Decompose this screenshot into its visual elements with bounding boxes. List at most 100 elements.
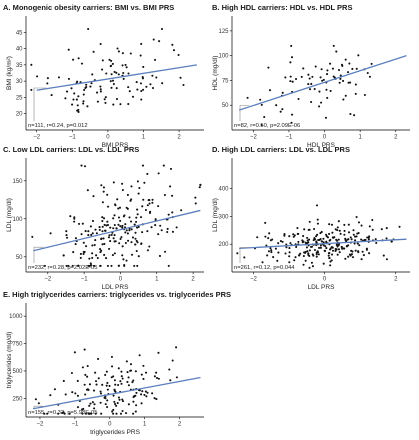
data-point: [149, 83, 152, 86]
data-point: [100, 237, 103, 240]
data-point: [127, 103, 130, 106]
data-point: [118, 206, 122, 209]
data-point: [198, 186, 201, 189]
data-point: [112, 375, 115, 378]
data-point: [104, 403, 107, 406]
data-point: [142, 65, 145, 68]
data-point: [131, 236, 134, 239]
data-point: [84, 373, 87, 376]
data-point: [159, 224, 162, 227]
data-point: [135, 250, 138, 253]
data-point: [102, 186, 105, 189]
x-tick-label: −1: [71, 422, 79, 428]
data-point: [290, 121, 293, 124]
data-point: [264, 221, 267, 224]
data-point: [155, 398, 158, 401]
x-axis-label: LDL PRS: [308, 284, 336, 291]
data-point: [331, 236, 334, 239]
data-point: [111, 254, 114, 257]
y-tick-label: 20: [16, 112, 23, 118]
x-tick-label: −1: [81, 277, 89, 283]
data-point: [94, 412, 97, 415]
data-point: [289, 75, 292, 78]
data-point: [103, 242, 106, 245]
data-point: [349, 236, 352, 239]
annotation-leader: [239, 105, 250, 121]
data-point: [338, 251, 341, 254]
data-point: [256, 236, 259, 239]
data-point: [97, 357, 100, 361]
data-point: [127, 403, 130, 406]
data-point: [91, 252, 94, 255]
data-point: [151, 198, 154, 201]
data-point: [125, 412, 128, 415]
data-point: [296, 226, 299, 230]
data-point: [307, 83, 310, 86]
data-point: [122, 71, 125, 75]
data-point: [288, 251, 291, 254]
data-point: [331, 249, 335, 252]
data-point: [49, 232, 52, 235]
data-point: [324, 245, 327, 248]
data-point: [91, 73, 94, 76]
data-point: [354, 92, 357, 95]
data-point: [117, 396, 120, 399]
data-point: [329, 260, 332, 263]
data-point: [284, 252, 287, 255]
data-point: [117, 367, 120, 370]
data-point: [148, 202, 151, 205]
data-point: [357, 54, 360, 57]
data-point: [88, 257, 91, 260]
data-point: [99, 248, 102, 251]
panel-title: B. High HDL carriers: HDL vs. HDL PRS: [212, 3, 352, 12]
trend-line: [33, 209, 201, 252]
data-point: [121, 254, 124, 257]
data-point: [331, 231, 334, 234]
data-point: [263, 116, 266, 119]
data-point: [112, 227, 115, 230]
data-point: [298, 254, 301, 257]
data-point: [308, 266, 311, 269]
data-point: [114, 203, 117, 206]
panel-d: D. High LDL carriers: LDL vs. LDL PRS −2 0…: [212, 145, 410, 291]
data-point: [31, 235, 34, 238]
data-point: [325, 88, 328, 91]
data-point: [118, 242, 121, 245]
data-point: [291, 113, 294, 116]
data-point: [111, 410, 114, 413]
data-point: [380, 228, 383, 231]
x-tick-label: 0: [323, 277, 327, 283]
data-point: [102, 237, 105, 240]
data-point: [134, 370, 137, 373]
data-point: [89, 264, 93, 267]
panel-a: A. Monogenic obesity carriers: BMI vs. B…: [3, 3, 204, 149]
data-point: [95, 254, 98, 257]
data-point: [347, 231, 351, 234]
data-point: [302, 263, 305, 266]
data-point: [140, 402, 143, 405]
data-point: [108, 58, 111, 61]
data-point: [86, 105, 89, 108]
data-point: [311, 253, 314, 256]
data-point: [115, 71, 118, 74]
data-point: [264, 235, 267, 238]
data-point: [142, 198, 145, 201]
data-point: [117, 264, 120, 267]
data-point: [87, 388, 90, 392]
data-point: [329, 89, 332, 92]
data-point: [119, 380, 122, 383]
y-tick-label: 200: [218, 242, 229, 248]
data-point: [317, 253, 320, 256]
data-point: [125, 66, 128, 69]
data-point: [87, 27, 90, 31]
data-point: [148, 199, 151, 202]
data-point: [310, 101, 313, 104]
data-point: [101, 201, 104, 204]
data-point: [310, 82, 313, 86]
panel-e: E. High triglycerides carriers: triglyce…: [3, 290, 231, 436]
data-point: [161, 82, 164, 85]
data-point: [88, 404, 91, 407]
stats-annotation: n=82, r=0.50, p=2.09E-06: [234, 123, 300, 129]
data-point: [330, 253, 334, 256]
data-point: [80, 233, 83, 236]
